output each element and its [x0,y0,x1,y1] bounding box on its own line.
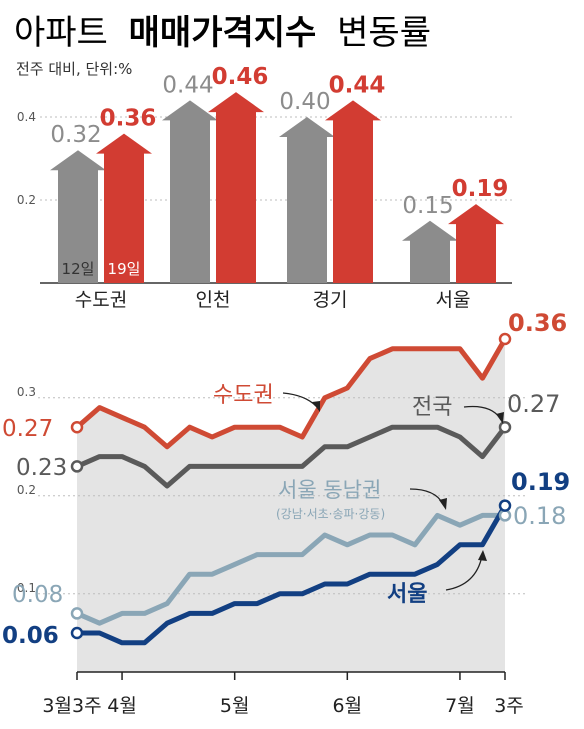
annotation-arrow-national-head [496,412,504,424]
series-name-label: 전국 [412,395,452,420]
series-endpoint [70,626,84,640]
series-start-label: 0.27 [2,416,53,442]
bar-value-label-gray: 0.32 [50,122,101,148]
legend-19: 19일 [108,260,141,278]
series-name-label: 서울 동남권 [278,478,381,502]
bar-red [208,92,264,283]
bar-value-label-gray: 0.15 [402,193,453,219]
bar-value-label-red: 0.44 [329,72,386,98]
bar-value-label-red: 0.36 [100,106,157,132]
annotation-arrow-gangnam-head [439,498,447,510]
title-bold: 매매가격지수 [129,13,317,53]
series-endpoint [70,420,84,434]
bar-value-label-red: 0.46 [212,64,269,90]
svg-text:아파트 매매가격지수 변동률: 아파트 매매가격지수 변동률 [14,13,431,53]
annotation-arrow-metro [282,392,317,407]
subtitle: 전주 대비, 단위:% [16,60,132,78]
bar-gray [402,220,458,283]
line-x-tick-label: 5월 [220,695,250,717]
series-name-label: 수도권 [213,383,274,408]
series-end-label: 0.36 [508,309,567,337]
line-ytick-label: 0.2 [17,483,36,497]
series-sub-label: (강남·서초·송파·강동) [276,507,385,521]
series-start-label: 0.06 [2,623,59,649]
area-fill [77,339,505,672]
bar-red [448,204,504,283]
series-line [77,504,508,646]
series-endpoint [498,332,512,346]
bar-category-label: 수도권 [75,289,127,311]
title-light: 아파트 [14,13,108,53]
legend-12: 12일 [62,260,95,278]
bar-category-label: 인천 [196,289,231,311]
series-start-label: 0.08 [12,582,63,608]
bar-value-label-gray: 0.40 [279,89,330,115]
line-ytick-label: 0.1 [17,581,36,595]
series-name-label: 서울 [387,582,427,607]
annotation-arrow-seoul [445,555,483,591]
series-endpoint [70,607,84,620]
annotation-arrow-metro-head [312,401,320,412]
line-x-tick-label: 4월 [107,695,137,717]
bar-value-label-red: 0.19 [452,176,509,202]
line-ytick-label: 0.3 [17,385,36,399]
series-line [76,424,507,489]
line-x-tick-label: 3주 [494,695,524,717]
line-x-tick-label: 3월3주 [42,695,101,717]
bar-red [96,133,152,283]
bar-gray [162,100,218,284]
series-endpoint [498,499,512,512]
series-end-label: 0.19 [511,468,570,496]
series-line [75,337,508,450]
line-x-tick-label: 7월 [445,695,475,717]
line-chart: 0.3 0.2 0.1 3월3주 4월 5월 6월 7월 3주 0.27 0.23 0.08 0.06 0… [2,309,570,717]
series-endpoint [498,509,512,522]
bar-category-label: 서울 [436,289,471,311]
series-start-label: 0.23 [16,455,67,481]
bar-ytick-label: 0.2 [17,193,36,207]
series-end-label: 0.27 [507,390,560,418]
bar-chart: 0.40.20.320.36수도권0.440.46인천0.400.44경기0.1… [17,64,512,311]
series-endpoint [70,460,84,473]
bar-value-label-gray: 0.44 [162,72,213,98]
series-line [76,512,505,626]
series-end-label: 0.18 [513,502,566,530]
bar-category-label: 경기 [313,289,348,311]
series-endpoint [498,420,512,434]
bar-gray [50,150,106,283]
bar-gray [279,117,335,283]
annotation-arrow-seoul-head [478,550,487,561]
bar-ytick-label: 0.4 [17,110,36,124]
title-end: 변동률 [337,13,431,53]
line-x-tick-label: 6월 [333,695,363,717]
bar-red [325,100,381,284]
